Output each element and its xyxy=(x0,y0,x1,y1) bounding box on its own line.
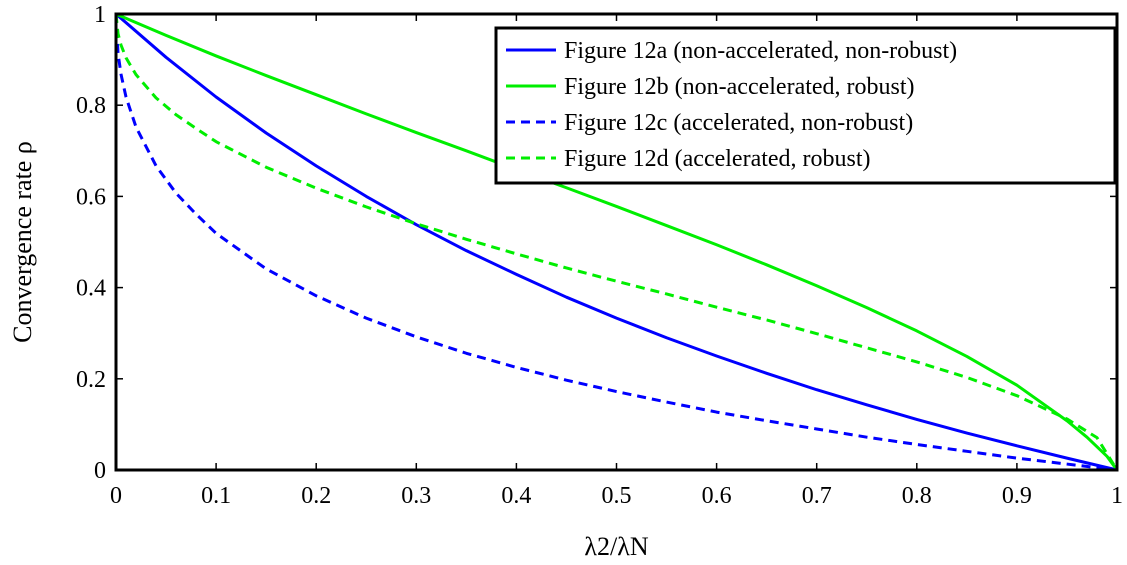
y-tick-label: 0 xyxy=(94,458,106,484)
series-line-3 xyxy=(114,13,1118,472)
y-axis-label: Convergence rate ρ xyxy=(8,141,37,343)
x-tick-label: 0 xyxy=(110,483,122,509)
x-tick-label: 0.6 xyxy=(702,483,732,509)
series-line-4 xyxy=(114,13,1119,471)
legend-label-2: Figure 12b (non-accelerated, robust) xyxy=(564,74,915,100)
x-tick-label: 0.1 xyxy=(201,483,231,509)
x-tick-label: 0.4 xyxy=(501,483,531,509)
legend-label-4: Figure 12d (accelerated, robust) xyxy=(564,146,871,172)
series-line-2 xyxy=(115,12,1119,471)
x-tick-label: 0.7 xyxy=(802,483,832,509)
series-line-1 xyxy=(115,12,1118,472)
legend-label-3: Figure 12c (accelerated, non-robust) xyxy=(564,110,913,136)
y-tick-labels: 0 0.2 0.4 0.6 0.8 1 xyxy=(76,2,106,484)
y-tick-label: 0.4 xyxy=(76,276,106,302)
y-tick-label: 0.8 xyxy=(76,93,106,119)
x-tick-labels: 0 0.1 0.2 0.3 0.4 0.5 0.6 0.7 0.8 0.9 1 xyxy=(110,483,1123,509)
y-tick-label: 0.2 xyxy=(76,367,106,393)
x-axis-label: λ2/λN xyxy=(584,532,648,561)
legend: Figure 12a (non-accelerated, non-robust)… xyxy=(494,26,1117,185)
plot-area xyxy=(114,12,1119,472)
legend-label-1: Figure 12a (non-accelerated, non-robust) xyxy=(564,38,957,64)
x-tick-label: 0.2 xyxy=(301,483,331,509)
x-tick-label: 0.8 xyxy=(902,483,932,509)
x-tick-label: 0.9 xyxy=(1002,483,1032,509)
x-tick-label: 0.5 xyxy=(602,483,632,509)
y-tick-label: 0.6 xyxy=(76,184,106,210)
axis-ticks xyxy=(115,13,1118,471)
y-tick-label: 1 xyxy=(94,2,106,28)
x-tick-label: 1 xyxy=(1111,483,1123,509)
x-tick-label: 0.3 xyxy=(401,483,431,509)
legend-box xyxy=(494,26,1117,185)
